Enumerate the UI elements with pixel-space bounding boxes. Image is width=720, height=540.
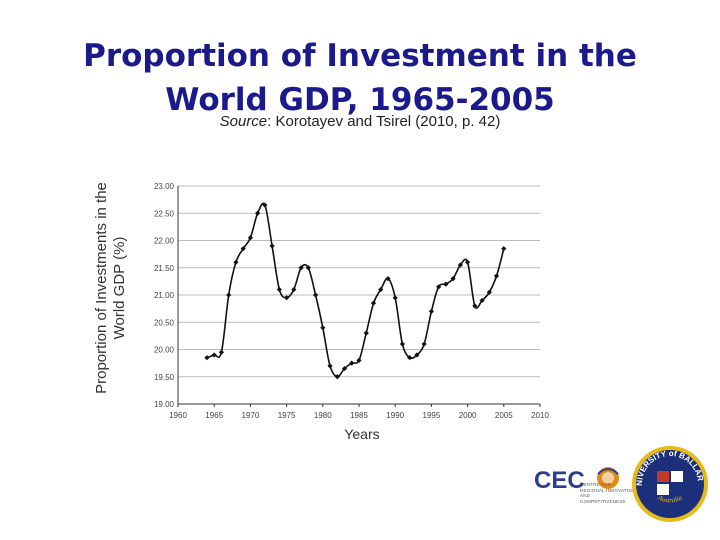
y-axis-label: Proportion of Investments in the World G… <box>93 182 128 394</box>
x-tick-label: 1960 <box>169 411 187 420</box>
y-tick-label: 20.00 <box>154 346 175 355</box>
grid-lines <box>178 185 540 378</box>
source-label: Source <box>219 113 268 130</box>
investment-line-chart: 19.00 19.50 20.00 20.50 21.00 21.50 22.00 22.50… <box>93 182 549 442</box>
x-tick-label: 2000 <box>459 411 477 420</box>
cec-logo-mark: CEC <box>534 467 619 494</box>
ub-bottom-text: Australia <box>656 493 684 504</box>
data-series <box>204 202 507 380</box>
source-citation: Source: Korotayev and Tsirel (2010, p. 4… <box>0 113 720 130</box>
cec-logo-name: CEC <box>534 467 585 494</box>
data-point <box>465 259 471 265</box>
data-point <box>341 365 348 372</box>
data-point <box>378 286 384 293</box>
data-point <box>501 246 507 252</box>
data-point <box>247 235 253 241</box>
data-point <box>407 355 413 361</box>
data-point <box>305 265 311 271</box>
data-point <box>370 300 377 306</box>
title-line-1: Proportion of Investment in the <box>83 38 637 74</box>
data-point <box>385 276 391 282</box>
y-tick-label: 21.50 <box>154 264 175 273</box>
data-point <box>298 265 304 271</box>
data-point <box>204 355 210 361</box>
data-point <box>421 341 427 347</box>
data-point <box>363 330 369 336</box>
title-line-2: World GDP, 1965-2005 <box>165 82 555 118</box>
data-point <box>255 210 261 216</box>
data-point <box>312 292 319 298</box>
data-point <box>269 243 275 249</box>
data-point <box>233 259 239 265</box>
y-tick-label: 22.00 <box>154 237 175 246</box>
x-tick-label: 2010 <box>531 411 549 420</box>
y-tick-label: 20.50 <box>154 318 175 327</box>
data-point <box>226 292 232 298</box>
data-point <box>276 286 282 293</box>
data-point <box>428 308 434 314</box>
chart-axes <box>177 186 541 407</box>
data-point <box>399 341 406 347</box>
y-axis-label-line-1: Proportion of Investments in the <box>93 182 110 394</box>
ub-shield-quadrant <box>670 483 683 495</box>
data-point <box>479 297 485 304</box>
y-axis-label-line-2: World GDP (%) <box>111 237 128 340</box>
y-tick-label: 23.00 <box>154 182 175 191</box>
data-point <box>392 295 398 301</box>
cec-logo: CEC CENTRE FOR REGIONAL INNOVATION AND C… <box>534 452 635 512</box>
source-text: : Korotayev and Tsirel (2010, p. 42) <box>267 113 501 130</box>
data-point <box>472 303 478 309</box>
x-tick-label: 1980 <box>314 411 332 420</box>
data-point <box>240 246 246 252</box>
cec-subtitle: CENTRE FOR REGIONAL INNOVATION AND COMPE… <box>580 482 636 504</box>
x-tick-label: 1995 <box>423 411 441 420</box>
y-tick-label: 22.50 <box>154 209 175 218</box>
data-point <box>218 349 225 355</box>
y-tick-labels: 19.00 19.50 20.00 20.50 21.00 21.50 22.00 22.50… <box>154 182 175 409</box>
data-point <box>320 325 326 331</box>
x-axis-label: Years <box>344 426 379 442</box>
x-tick-label: 1985 <box>350 411 368 420</box>
x-tick-label: 2005 <box>495 411 513 420</box>
data-point <box>262 202 268 208</box>
university-of-ballarat-logo: UNIVERSITY of BALLARAT Australia <box>630 444 708 522</box>
x-tick-labels: 1960 1965 1970 1975 1980 1985 1990 1995 2000 2005… <box>169 411 549 420</box>
x-tick-label: 1975 <box>278 411 296 420</box>
series-line <box>206 202 505 378</box>
page-title: Proportion of Investment in the World GD… <box>0 34 720 122</box>
data-point <box>414 352 420 358</box>
y-tick-label: 19.50 <box>154 373 175 382</box>
data-point <box>284 295 290 301</box>
cec-emblem-swoosh <box>597 468 619 475</box>
data-point <box>349 360 355 366</box>
x-tick-label: 1965 <box>205 411 223 420</box>
cec-emblem-inner <box>602 472 614 484</box>
y-tick-label: 21.00 <box>154 291 175 300</box>
y-tick-label: 19.00 <box>154 400 175 409</box>
data-point <box>327 363 333 369</box>
data-point <box>493 273 500 279</box>
data-point <box>334 374 340 380</box>
ub-shield-quadrant <box>657 471 670 483</box>
data-point <box>211 352 217 358</box>
x-tick-label: 1990 <box>386 411 404 420</box>
x-tick-label: 1970 <box>242 411 260 420</box>
